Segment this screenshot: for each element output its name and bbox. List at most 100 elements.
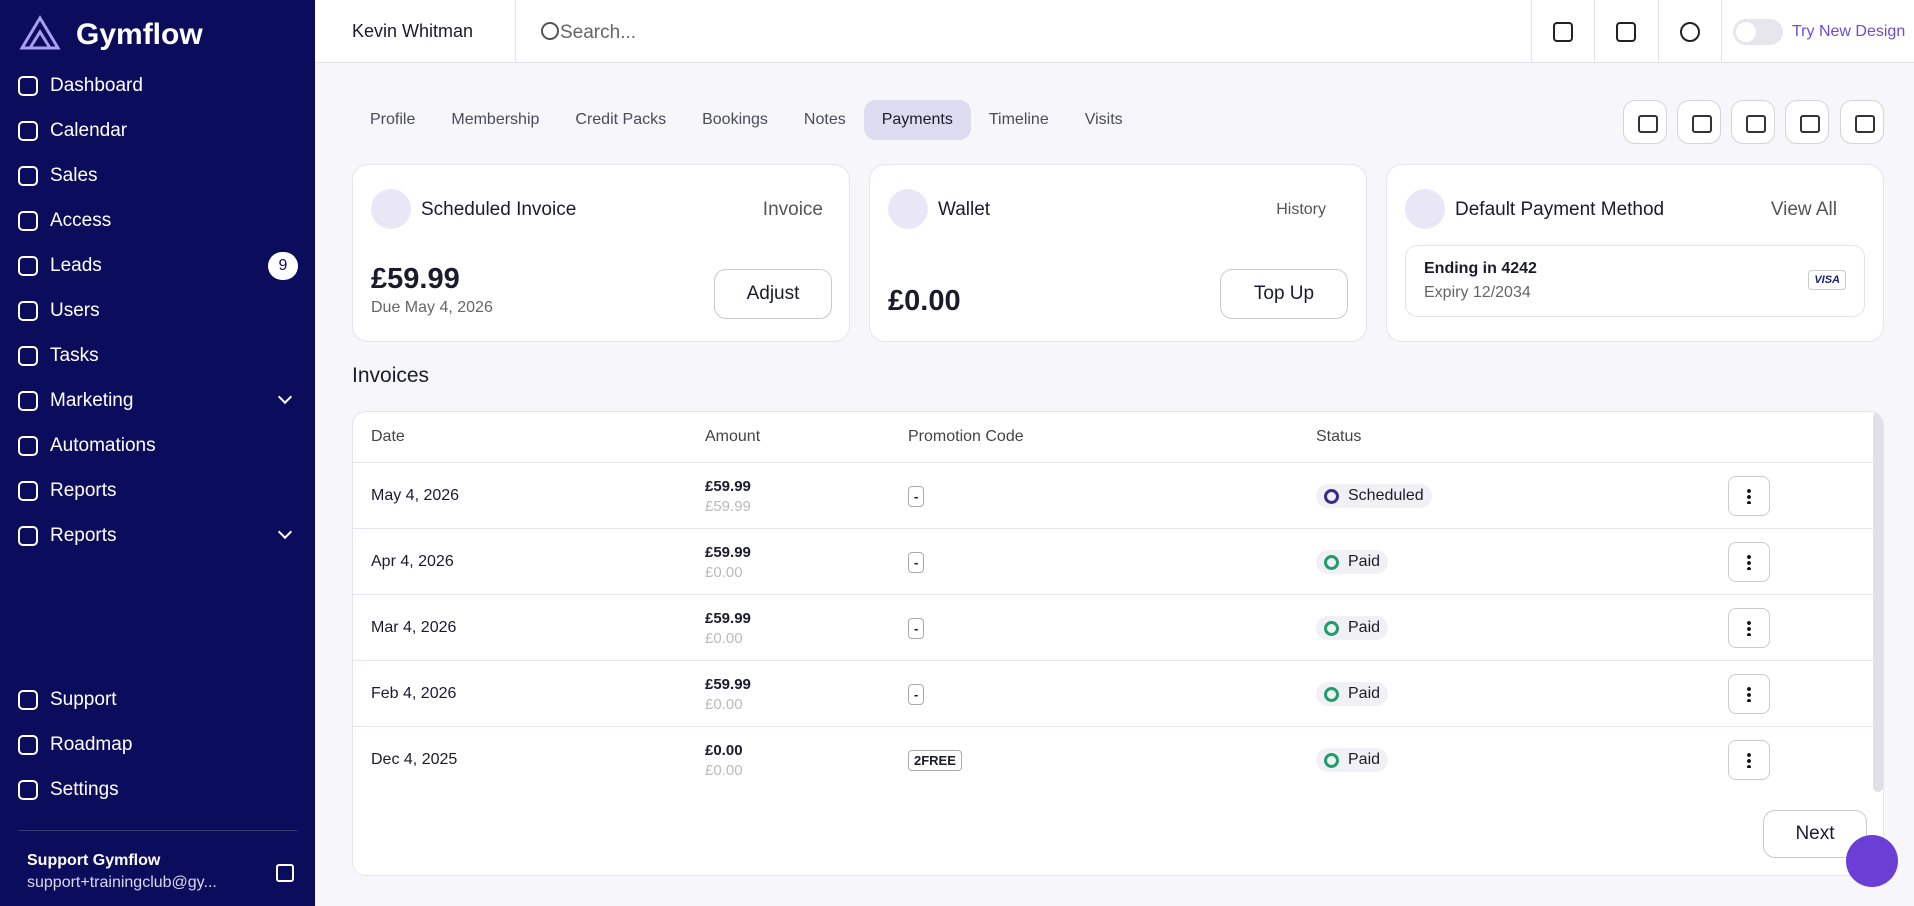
promo-code: - xyxy=(908,683,925,705)
due-date: Due May 4, 2026 xyxy=(371,299,493,316)
amount-secondary: £0.00 xyxy=(705,695,743,713)
nav-item[interactable]: Users xyxy=(18,293,298,329)
view-all-link[interactable]: View All xyxy=(1770,199,1837,220)
status: Paid xyxy=(1348,553,1381,570)
nav-label: Reports xyxy=(50,480,117,501)
status-dot xyxy=(1324,488,1339,504)
nav-label: Roadmap xyxy=(50,734,133,755)
status: Paid xyxy=(1348,619,1381,636)
status-badge: Paid xyxy=(1316,682,1389,706)
row-menu-button[interactable] xyxy=(1728,608,1770,648)
top-bar: Kevin Whitman Search... Try New Design xyxy=(315,0,1914,63)
brand: Gymflow xyxy=(76,18,203,51)
date: May 4, 2026 xyxy=(371,487,460,504)
status-cell: Paid xyxy=(1316,661,1389,727)
amount: £0.00 xyxy=(705,741,743,759)
divider xyxy=(1658,0,1659,63)
column-header: Amount xyxy=(705,428,761,445)
nav-icon xyxy=(18,436,38,456)
add-user-button[interactable] xyxy=(1680,22,1700,42)
status-dot xyxy=(1324,620,1339,636)
nav-item[interactable]: Leads 9 xyxy=(18,248,298,284)
row-menu-button[interactable] xyxy=(1728,476,1770,516)
scrollbar xyxy=(1873,412,1883,792)
nav-icon xyxy=(18,481,38,501)
nav-item[interactable]: Access xyxy=(18,203,298,239)
checkin-button[interactable] xyxy=(1840,100,1884,144)
date: Mar 4, 2026 xyxy=(371,619,457,636)
row-menu-button[interactable] xyxy=(1728,542,1770,582)
top-up-button[interactable]: Top Up xyxy=(1220,269,1348,319)
divider xyxy=(1531,0,1532,63)
status: Paid xyxy=(1348,685,1381,702)
nav-item[interactable]: Sales xyxy=(18,158,298,194)
nav-item[interactable]: Settings xyxy=(18,772,298,808)
logout-button[interactable] xyxy=(276,864,294,882)
status-dot xyxy=(1324,686,1339,702)
invoice-row: May 4, 2026 £59.99 £59.99 - Scheduled xyxy=(353,462,1873,528)
nav-icon xyxy=(18,76,38,96)
nav-item[interactable]: Reports xyxy=(18,518,298,554)
amount-secondary: £0.00 xyxy=(705,629,743,647)
document-button[interactable] xyxy=(1677,100,1721,144)
tab[interactable]: Membership xyxy=(451,111,540,128)
promo-cell: - xyxy=(908,595,925,661)
nav-icon xyxy=(18,166,38,186)
copy-button[interactable] xyxy=(1731,100,1775,144)
chat-button[interactable] xyxy=(1846,835,1898,887)
status-cell: Paid xyxy=(1316,595,1389,661)
calendar-button[interactable] xyxy=(1553,22,1573,42)
status: Paid xyxy=(1348,751,1381,768)
adjust-button[interactable]: Adjust xyxy=(714,269,832,319)
nav-item[interactable]: Marketing xyxy=(18,383,298,419)
nav-item[interactable]: Reports xyxy=(18,473,298,509)
tabs: Profile Membership Credit Packs Bookings Not… xyxy=(352,100,1141,140)
status-dot xyxy=(1324,752,1339,768)
promo-cell: - xyxy=(908,661,925,727)
nav-item[interactable]: Automations xyxy=(18,428,298,464)
menu-dots xyxy=(1747,686,1751,702)
tab[interactable]: Bookings xyxy=(702,111,768,128)
tab[interactable]: Timeline xyxy=(988,111,1049,128)
nav-item[interactable]: Dashboard xyxy=(18,68,298,104)
history-link[interactable]: History xyxy=(1276,201,1326,218)
tab[interactable]: Notes xyxy=(803,111,846,128)
wallet-balance: £0.00 xyxy=(888,285,961,317)
shop-button[interactable] xyxy=(1616,22,1636,42)
amount: £59.99 xyxy=(705,609,751,627)
search-placeholder: Search... xyxy=(560,22,637,43)
nav-item[interactable]: Roadmap xyxy=(18,727,298,763)
scheduled-invoice-card: Scheduled Invoice Invoice £59.99 Due May… xyxy=(352,164,850,342)
tab[interactable]: Visits xyxy=(1084,111,1123,128)
search-box[interactable]: Search... xyxy=(533,10,1533,53)
card-icon xyxy=(888,189,928,229)
email-button[interactable] xyxy=(1623,100,1667,144)
column-header: Promotion Code xyxy=(908,428,1024,445)
tab[interactable]: Profile xyxy=(370,111,416,128)
date: Apr 4, 2026 xyxy=(371,553,454,570)
tab[interactable]: Payments xyxy=(863,100,971,140)
menu-dots xyxy=(1747,488,1751,504)
nav-label: Automations xyxy=(50,435,156,456)
row-menu-button[interactable] xyxy=(1728,674,1770,714)
tab[interactable]: Credit Packs xyxy=(575,111,667,128)
nav-item[interactable]: Calendar xyxy=(18,113,298,149)
expand-chevron xyxy=(277,389,293,405)
row-menu-button[interactable] xyxy=(1728,740,1770,780)
column-header: Status xyxy=(1316,428,1362,445)
nav-item[interactable]: Tasks xyxy=(18,338,298,374)
nav-label: Reports xyxy=(50,525,117,546)
invoice-download[interactable]: Invoice xyxy=(762,199,823,220)
design-toggle[interactable] xyxy=(1733,19,1783,45)
date: Feb 4, 2026 xyxy=(371,685,457,702)
status-cell: Paid xyxy=(1316,529,1389,595)
nav-label: Support xyxy=(50,689,117,710)
nav-label: Marketing xyxy=(50,390,134,411)
card-ending: Ending in 4242 xyxy=(1424,260,1537,277)
status-dot xyxy=(1324,554,1339,570)
nav-item[interactable]: Support xyxy=(18,682,298,718)
nav-icon xyxy=(18,256,38,276)
menu-dots xyxy=(1747,554,1751,570)
nav-icon xyxy=(18,301,38,321)
shop-button[interactable] xyxy=(1785,100,1829,144)
